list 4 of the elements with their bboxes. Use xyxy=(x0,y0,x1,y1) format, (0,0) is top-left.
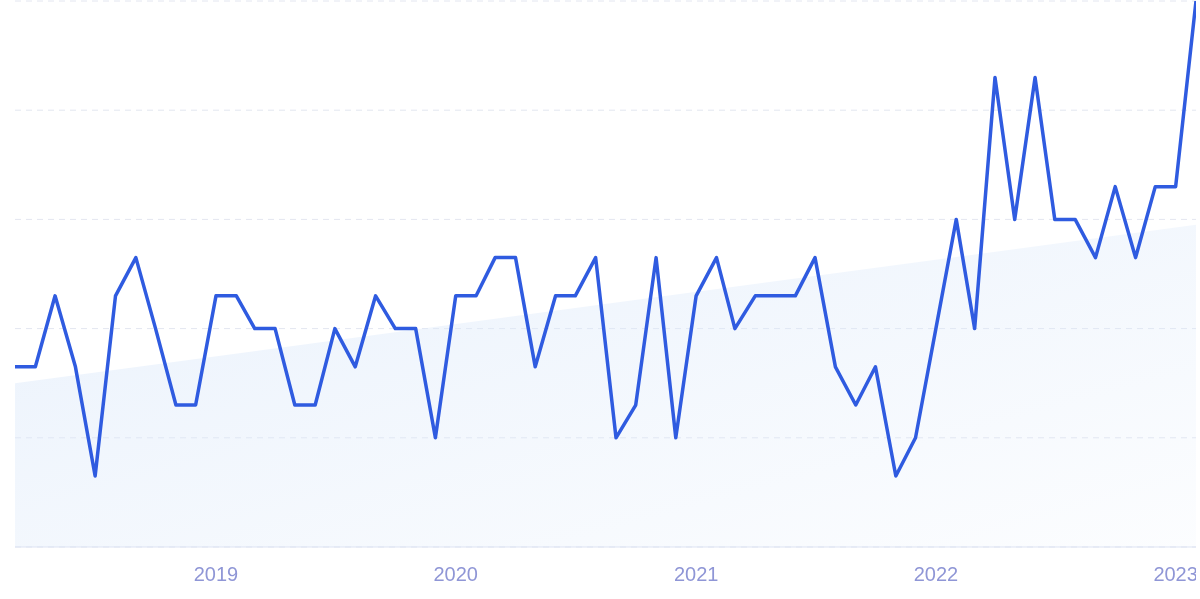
x-tick-label: 2022 xyxy=(913,563,959,586)
x-tick-label: 2020 xyxy=(433,563,478,586)
x-tick-label: 2019 xyxy=(193,563,239,586)
x-tick-label: 2021 xyxy=(673,563,719,586)
